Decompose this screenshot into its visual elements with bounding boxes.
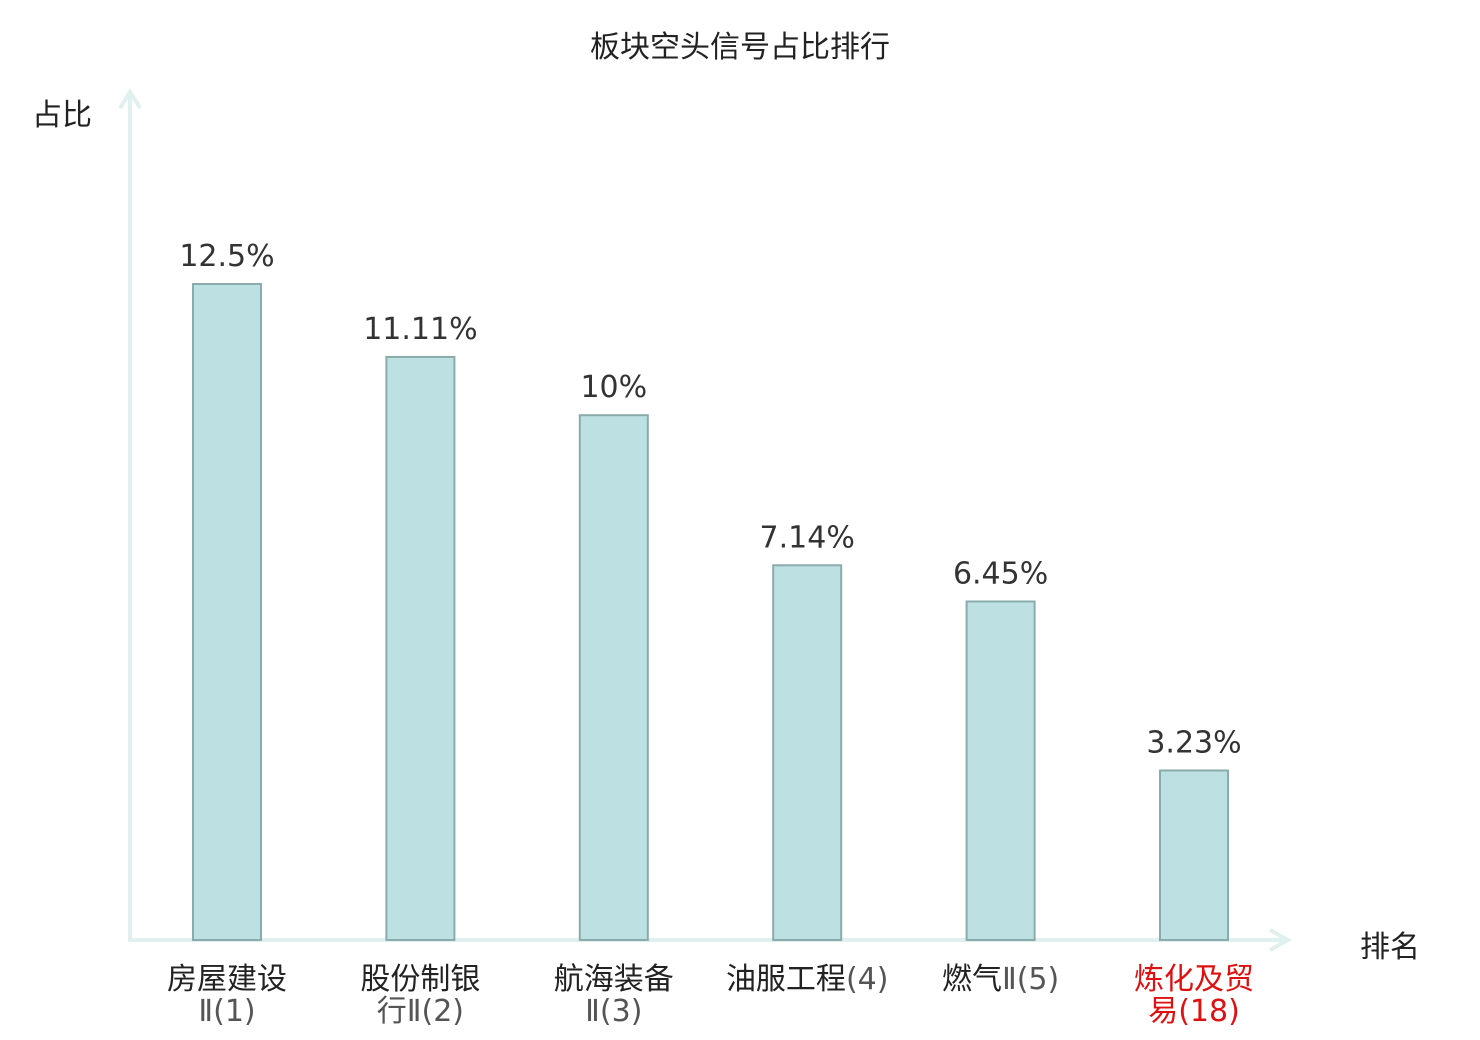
category-name: 炼化及贸 <box>1134 962 1254 997</box>
category-rank: Ⅱ(3) <box>585 994 643 1029</box>
category-rank: Ⅱ(1) <box>198 994 256 1029</box>
category-name: 股份制银 <box>360 962 481 997</box>
value-label: 3.23% <box>1146 725 1241 760</box>
bar <box>772 564 843 941</box>
axes <box>118 88 1293 952</box>
category-label: 油服工程(4) <box>712 964 902 996</box>
category-label: 航海装备 Ⅱ(3) <box>519 964 709 1028</box>
category-name: 油服工程 <box>725 962 846 997</box>
category-rank: Ⅱ(5) <box>1001 962 1060 997</box>
value-label: 12.5% <box>179 239 274 274</box>
bar <box>965 600 1036 942</box>
category-name: 燃气 <box>941 962 1002 997</box>
x-axis-label: 排名 <box>1360 930 1420 965</box>
value-label: 10% <box>580 370 647 405</box>
category-label: 炼化及贸 易(18) <box>1099 964 1289 1028</box>
category-rank: (4) <box>845 962 889 997</box>
y-axis-arrow <box>118 88 142 110</box>
value-label: 11.11% <box>363 312 477 347</box>
category-label: 燃气Ⅱ(5) <box>906 964 1096 996</box>
bar <box>1159 769 1229 942</box>
value-label: 6.45% <box>953 557 1048 592</box>
bars <box>192 283 1229 942</box>
bar <box>385 355 456 941</box>
category-name: 房屋建设 <box>167 962 287 997</box>
category-label: 房屋建设 Ⅱ(1) <box>132 964 322 1028</box>
x-axis-arrow <box>1269 928 1293 952</box>
category-rank: 行Ⅱ(2) <box>376 994 465 1029</box>
chart-title: 板块空头信号占比排行 <box>590 30 890 65</box>
category-rank: 易(18) <box>1148 994 1240 1029</box>
bar <box>578 414 649 941</box>
bar <box>192 283 262 941</box>
category-label: 股份制银 行Ⅱ(2) <box>325 964 515 1028</box>
value-label: 7.14% <box>760 520 855 555</box>
y-axis-label: 占比 <box>32 98 92 133</box>
category-name: 航海装备 <box>553 962 674 997</box>
value-labels: 12.5% 11.11% 10% 7.14% 6.45% 3.23% <box>179 239 1241 760</box>
